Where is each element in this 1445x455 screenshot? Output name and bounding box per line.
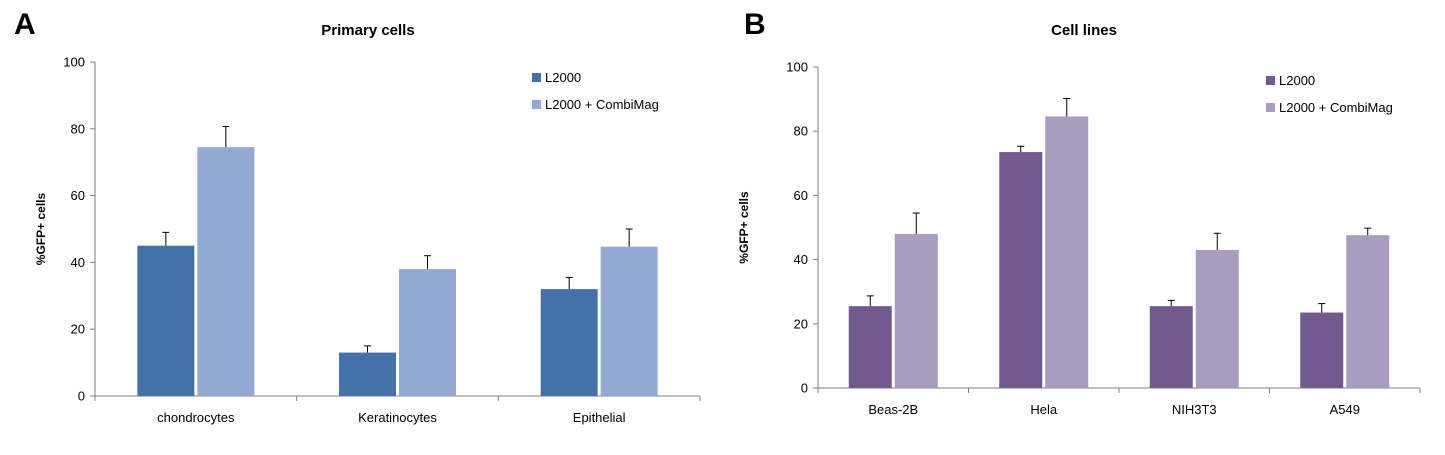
y-axis-label: %GFP+ cells xyxy=(34,192,48,265)
chart-title: Cell lines xyxy=(1051,22,1117,39)
legend-label: L2000 + CombiMag xyxy=(545,97,659,112)
category-label: Epithelial xyxy=(573,410,626,425)
y-tick-label: 60 xyxy=(71,188,85,203)
legend-swatch xyxy=(1266,76,1275,85)
legend-swatch xyxy=(532,73,541,82)
category-label: chondrocytes xyxy=(157,410,235,425)
panel-label-a: A xyxy=(14,8,36,41)
y-axis-label: %GFP+ cells xyxy=(737,191,751,264)
y-tick-label: 0 xyxy=(78,389,85,404)
y-tick-label: 40 xyxy=(794,252,808,267)
bar xyxy=(600,246,658,396)
bar xyxy=(1045,116,1089,389)
bar xyxy=(1195,249,1239,388)
bar xyxy=(137,245,195,396)
category-label: A549 xyxy=(1330,402,1360,417)
chart-1: Cell lines %GFP+ cells 0 20 40 60 80 100 Beas-2B… xyxy=(737,22,1421,417)
bar xyxy=(1346,235,1390,388)
y-tick-label: 100 xyxy=(786,60,808,75)
bar xyxy=(1149,306,1193,388)
bar xyxy=(848,306,892,388)
y-tick-label: 0 xyxy=(801,381,808,396)
y-tick-label: 80 xyxy=(71,121,85,136)
y-tick-label: 20 xyxy=(794,316,808,331)
panel-label-b: B xyxy=(744,8,766,41)
y-tick-label: 60 xyxy=(794,188,808,203)
chart-0: Primary cells %GFP+ cells 0 20 40 60 80 100 chon… xyxy=(34,22,701,425)
y-tick-label: 40 xyxy=(71,255,85,270)
bar xyxy=(339,352,396,396)
bar xyxy=(1300,312,1344,388)
y-tick-label: 20 xyxy=(71,322,85,337)
bar xyxy=(540,289,598,396)
category-label: Beas-2B xyxy=(868,402,918,417)
bar xyxy=(999,152,1043,388)
bar xyxy=(197,147,255,396)
legend-swatch xyxy=(1266,103,1275,112)
category-label: Hela xyxy=(1030,402,1058,417)
legend-swatch xyxy=(532,100,541,109)
bar xyxy=(399,269,456,396)
legend-label: L2000 xyxy=(545,70,581,85)
category-label: NIH3T3 xyxy=(1172,402,1217,417)
y-tick-label: 100 xyxy=(63,55,85,70)
legend-label: L2000 xyxy=(1279,73,1315,88)
chart-title: Primary cells xyxy=(321,22,414,39)
legend-label: L2000 + CombiMag xyxy=(1279,100,1393,115)
y-tick-label: 80 xyxy=(794,124,808,139)
bar xyxy=(894,233,938,388)
category-label: Keratinocytes xyxy=(358,410,437,425)
